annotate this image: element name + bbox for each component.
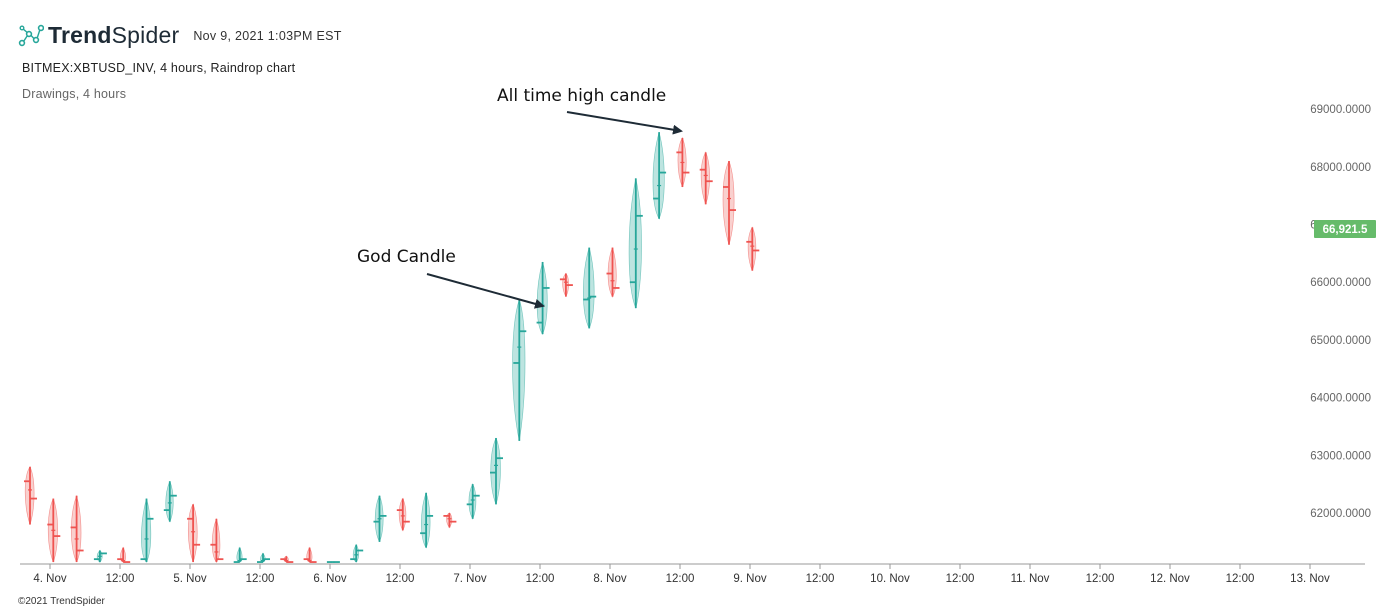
raindrop-left-half: [512, 299, 520, 441]
raindrop-candle[interactable]: [606, 247, 620, 298]
x-tick-label: 11. Nov: [1011, 573, 1050, 585]
y-axis: 62000.0000 63000.0000 64000.0000 65000.0000…: [1310, 104, 1371, 520]
raindrop-candle[interactable]: [443, 512, 457, 529]
raindrop-candle[interactable]: [210, 518, 224, 563]
raindrop-candle[interactable]: [303, 546, 317, 563]
x-tick-label: 12. Nov: [1150, 573, 1190, 585]
x-tick-label: 8. Nov: [593, 573, 626, 585]
x-tick-label: 9. Nov: [733, 573, 766, 585]
raindrop-candle[interactable]: [117, 546, 131, 563]
raindrop-candle[interactable]: [396, 497, 410, 532]
raindrop-candle[interactable]: [257, 552, 270, 563]
raindrop-candle[interactable]: [93, 549, 107, 563]
x-tick-label: 12:00: [106, 573, 135, 585]
raindrop-candle[interactable]: [536, 261, 550, 336]
copyright: ©2021 TrendSpider: [18, 596, 105, 607]
annotations-layer: All time high candle God Candle: [357, 86, 683, 309]
price-tag-background: [1314, 220, 1376, 239]
chart-datetime: Nov 9, 2021 1:03PM EST: [193, 28, 342, 43]
raindrop-candle[interactable]: [722, 160, 736, 245]
raindrop-candle[interactable]: [163, 481, 177, 523]
raindrop-left-half: [722, 160, 730, 245]
x-tick-label: 5. Nov: [173, 573, 206, 585]
raindrop-candle[interactable]: [420, 492, 434, 549]
annotation-label[interactable]: All time high candle: [497, 86, 666, 106]
x-tick-label: 12:00: [386, 573, 415, 585]
y-tick-label: 65000.0000: [1310, 335, 1371, 347]
y-tick-label: 63000.0000: [1310, 450, 1371, 462]
raindrop-candle[interactable]: [47, 498, 61, 563]
raindrop-candle[interactable]: [652, 132, 667, 220]
last-price-tag: 66,921.5: [1314, 220, 1376, 239]
x-tick-label: 12:00: [1226, 573, 1255, 585]
x-tick-label: 12:00: [246, 573, 275, 585]
x-tick-label: 12:00: [946, 573, 975, 585]
raindrop-candle[interactable]: [559, 272, 573, 297]
price-tag-label: 66,921.5: [1323, 224, 1368, 236]
x-tick-label: 6. Nov: [313, 573, 346, 585]
y-tick-label: 69000.0000: [1310, 104, 1371, 116]
x-tick-label: 12:00: [1086, 573, 1115, 585]
raindrop-left-half: [628, 178, 637, 309]
raindrop-candle[interactable]: [466, 483, 480, 520]
x-tick-label: 12:00: [666, 573, 695, 585]
raindrop-left-half: [652, 132, 660, 220]
symbol-info: BITMEX:XBTUSD_INV, 4 hours, Raindrop cha…: [22, 61, 296, 75]
raindrop-candle[interactable]: [70, 495, 84, 563]
raindrop-candle[interactable]: [140, 498, 154, 563]
raindrop-candle[interactable]: [628, 178, 643, 309]
raindrop-candle[interactable]: [233, 546, 247, 563]
y-tick-label: 68000.0000: [1310, 162, 1371, 174]
annotation-arrow[interactable]: [566, 111, 683, 135]
x-tick-label: 7. Nov: [453, 573, 486, 585]
raindrop-candle[interactable]: [699, 151, 713, 205]
y-tick-label: 66000.0000: [1310, 277, 1371, 289]
app-header: TrendSpider Nov 9, 2021 1:03PM EST: [18, 22, 342, 49]
raindrop-candle[interactable]: [512, 299, 527, 441]
raindrop-candle[interactable]: [24, 465, 37, 525]
raindrop-candle[interactable]: [490, 437, 503, 505]
x-axis: 4. Nov 12:00 5. Nov 12:00 6. Nov 12:00 7. Nov 1…: [33, 564, 1330, 585]
annotation-label[interactable]: God Candle: [357, 247, 456, 267]
x-tick-label: 10. Nov: [870, 573, 910, 585]
raindrop-candle[interactable]: [746, 226, 760, 271]
raindrop-candle[interactable]: [350, 543, 364, 563]
x-tick-label: 12:00: [526, 573, 555, 585]
drawings-label[interactable]: Drawings, 4 hours: [22, 87, 127, 101]
raindrop-candle[interactable]: [280, 555, 294, 563]
annotation-arrow[interactable]: [426, 273, 545, 309]
y-tick-label: 64000.0000: [1310, 393, 1371, 405]
x-tick-label: 12:00: [806, 573, 835, 585]
raindrop-candle[interactable]: [583, 247, 597, 329]
raindrop-candle[interactable]: [187, 503, 201, 563]
candles-layer: [24, 132, 760, 563]
x-tick-label: 13. Nov: [1290, 573, 1330, 585]
x-tick-label: 4. Nov: [33, 573, 66, 585]
raindrop-candle[interactable]: [373, 495, 387, 542]
trendspider-logo-icon: [18, 24, 44, 46]
brand-name: TrendSpider: [48, 22, 180, 48]
raindrop-candle[interactable]: [676, 136, 690, 188]
y-tick-label: 62000.0000: [1310, 508, 1371, 520]
